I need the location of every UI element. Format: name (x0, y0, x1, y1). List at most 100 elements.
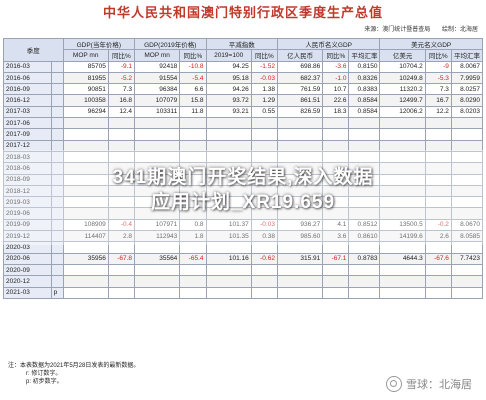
table-row: 2020-09 (3, 263, 484, 277)
page-title: 中华人民共和国澳门特别行政区季度生产总值 (102, 5, 383, 20)
value-cell: -67.1 (322, 252, 350, 265)
sub-yi-usd: 亿美元 (379, 49, 426, 62)
gdp-table: 季度 GDP(当年价格) GDP(2019年价格) 平减指数 人民币名义GDP … (3, 37, 484, 299)
table-row: 2019-12 114407 2.8 112943 1.8 101.35 0.38 985.6… (3, 230, 484, 243)
value-cell: 0.55 (250, 105, 278, 119)
value-cell (250, 263, 278, 277)
value-cell (348, 128, 381, 141)
revision-flag-cell (50, 105, 64, 119)
table-row: 2017-06 (3, 117, 484, 130)
value-cell: -10.8 (179, 60, 207, 73)
watermark-line-1: 341期澳门开奖结果,深入数据 (112, 167, 374, 188)
value-cell: 6.6 (179, 83, 207, 96)
table-row: 2018-03 (3, 150, 484, 164)
value-cell (322, 275, 350, 288)
value-cell (424, 117, 452, 130)
table-row: 2020-12 (3, 275, 484, 288)
value-cell (134, 128, 181, 141)
value-cell (250, 128, 278, 141)
value-cell: 92418 (134, 60, 181, 73)
quarter-cell: 2020-09 (3, 263, 52, 277)
value-cell (379, 275, 426, 288)
value-cell: 35564 (134, 252, 181, 265)
value-cell: 7.3 (107, 83, 136, 96)
value-cell: -1.0 (322, 71, 350, 85)
quarter-cell: 2020-06 (3, 252, 52, 265)
quarter-cell: 2020-12 (3, 275, 52, 288)
table-row: 2021-03 p (3, 286, 484, 299)
value-cell (424, 286, 452, 299)
value-cell: 7.9959 (450, 71, 484, 85)
sub-yoy: 同比% (322, 49, 350, 62)
value-cell: -5.2 (107, 71, 136, 85)
value-cell: 11.8 (179, 105, 207, 119)
value-cell: 12.4 (107, 105, 136, 119)
quarter-cell: 2018-06 (3, 162, 52, 175)
value-cell: 103311 (134, 105, 181, 119)
value-cell: -0.4 (107, 218, 136, 232)
value-cell: 11320.2 (379, 83, 426, 96)
value-cell (450, 263, 484, 277)
logo-text: 雪球：北海居 (406, 379, 472, 391)
table-body: 2016-03 85705 -9.1 92418 -10.8 94.25 -1.52 698.… (3, 60, 484, 299)
value-cell (379, 117, 426, 130)
value-cell: 10.7 (322, 83, 350, 96)
value-cell: -9.1 (107, 60, 136, 73)
value-cell: 761.59 (276, 83, 324, 96)
value-cell: 35956 (62, 252, 109, 265)
header-row: 季度 GDP(当年价格) GDP(2019年价格) 平减指数 人民币名义GDP … (3, 37, 483, 62)
value-cell: -65.4 (179, 252, 207, 265)
revision-flag-cell (50, 263, 64, 277)
table-row: 2016-06 81955 -5.2 91554 -5.4 95.18 -0.03 682.3… (3, 71, 484, 85)
value-cell: 100358 (62, 94, 109, 107)
value-cell (450, 128, 484, 141)
value-cell (276, 117, 324, 130)
value-cell: 96294 (62, 105, 109, 119)
value-cell (134, 117, 181, 130)
sub-mop: MOP mn (62, 49, 109, 62)
watermark-line-2: 应用计划_XR19.659 (150, 192, 336, 213)
value-cell (179, 150, 207, 164)
value-cell: -0.2 (424, 218, 452, 232)
value-cell: 16.7 (424, 94, 452, 107)
value-cell (276, 263, 324, 277)
value-cell (348, 286, 381, 299)
value-cell: 95.18 (205, 71, 252, 85)
gdp-table-wrapper: 季度 GDP(当年价格) GDP(2019年价格) 平减指数 人民币名义GDP … (3, 37, 484, 299)
value-cell: 1.38 (250, 83, 278, 96)
value-cell (348, 117, 381, 130)
value-cell: 8.0257 (450, 83, 484, 96)
source-label: 来源：澳门统计暨普查局 (364, 27, 431, 33)
value-cell: 0.8150 (348, 60, 381, 73)
value-cell: 81955 (62, 71, 109, 85)
value-cell: -5.3 (424, 71, 452, 85)
source-line: 来源：澳门统计暨普查局 绘制：北海居 (354, 24, 478, 33)
sub-avg-fx: 平均汇率 (348, 49, 381, 62)
value-cell (348, 275, 381, 288)
table-row: 2018-09 (3, 173, 484, 186)
value-cell: 107079 (134, 94, 181, 107)
value-cell: 91554 (134, 71, 181, 85)
value-cell (450, 117, 484, 130)
note-line-1: 注：本表数据为2021年5月28日发表的最新数据。 (8, 363, 140, 369)
value-cell: 96384 (134, 83, 181, 96)
value-cell (179, 128, 207, 141)
value-cell: 15.8 (179, 94, 207, 107)
value-cell (250, 286, 278, 299)
value-cell (134, 286, 181, 299)
value-cell (62, 275, 109, 288)
quarter-cell: 2019-12 (3, 230, 52, 243)
value-cell (205, 128, 252, 141)
table-row: 2016-09 90851 7.3 96384 6.6 94.26 1.38 761.59 10… (3, 83, 484, 96)
value-cell (379, 128, 426, 141)
value-cell (134, 275, 181, 288)
snowball-icon (386, 376, 402, 392)
value-cell: 8.0290 (450, 94, 484, 107)
value-cell (205, 117, 252, 130)
value-cell (450, 275, 484, 288)
value-cell (62, 128, 109, 141)
value-cell: 7.7423 (450, 252, 484, 265)
revision-flag-cell (50, 275, 64, 288)
value-cell: 12499.7 (379, 94, 426, 107)
value-cell (322, 263, 350, 277)
